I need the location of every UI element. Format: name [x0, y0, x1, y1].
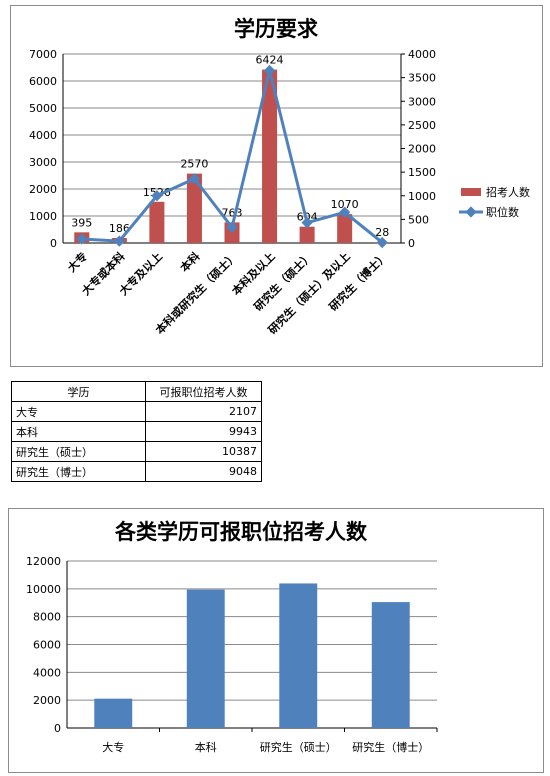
line-point: [301, 217, 313, 229]
x-tick-label: 本科: [195, 740, 217, 754]
y-tick-label: 4000: [29, 129, 57, 142]
y-tick-label: 0: [50, 237, 57, 250]
y-tick-label: 7000: [29, 48, 57, 61]
data-label: 6424: [256, 54, 284, 67]
applicants-by-education-chart-svg: 各类学历可报职位招考人数 0 2000 4000 6000 8000 10000 12000 大…: [26, 520, 438, 754]
data-label: 395: [71, 216, 92, 229]
applicants-by-education-chart: 各类学历可报职位招考人数 0 2000 4000 6000 8000 10000 12000 大…: [8, 508, 544, 773]
education-table: 学历 可报职位招考人数 大专 2107 本科 9943 研究生（硕士） 1038…: [11, 381, 262, 482]
y2-tick-label: 0: [408, 237, 415, 250]
table-row: 研究生（硕士） 10387: [11, 441, 262, 462]
table-cell-education: 大专: [11, 401, 146, 422]
y-tick-label: 6000: [33, 639, 61, 652]
y2-tick-label: 500: [408, 213, 429, 226]
x-tick-label: 研究生（博士）: [352, 740, 429, 754]
y2-tick-label: 2500: [408, 119, 436, 132]
table-row: 本科 9943: [11, 421, 262, 442]
data-label: 1070: [331, 198, 359, 211]
data-label: 186: [109, 222, 130, 235]
data-label: 2570: [180, 158, 208, 171]
y2-tick-label: 1000: [408, 190, 436, 203]
y-tick-label: 8000: [33, 611, 61, 624]
legend-marker: [465, 206, 477, 218]
table-cell-applicants: 9943: [145, 421, 262, 442]
bar: [299, 226, 315, 243]
y-tick-label: 6000: [29, 75, 57, 88]
table-header-row: 学历 可报职位招考人数: [11, 381, 262, 402]
table-cell-education: 研究生（博士）: [11, 461, 146, 482]
bar: [279, 583, 318, 728]
line-point: [376, 236, 388, 249]
chart-title: 各类学历可报职位招考人数: [114, 520, 368, 544]
y-tick-label: 0: [54, 722, 61, 735]
x-tick-label: 大专: [64, 249, 89, 274]
legend-swatch: [461, 188, 481, 196]
table-row: 大专 2107: [11, 401, 262, 422]
data-label: 28: [375, 226, 389, 239]
y2-tick-label: 4000: [408, 48, 436, 61]
table-header-applicants: 可报职位招考人数: [145, 381, 262, 402]
legend-label: 招考人数: [486, 185, 530, 199]
table-row: 研究生（博士） 9048: [11, 461, 262, 482]
x-tick-label: 大专: [102, 740, 124, 754]
y-tick-label: 2000: [33, 694, 61, 707]
table-cell-education: 研究生（硕士）: [11, 441, 146, 462]
table-cell-applicants: 2107: [145, 401, 262, 422]
chart-title: 学历要求: [234, 17, 318, 41]
bar: [337, 214, 353, 243]
x-tick-label: 本科: [177, 249, 202, 274]
legend-label: 职位数: [486, 205, 519, 219]
y-tick-label: 3000: [29, 156, 57, 169]
bar: [149, 201, 165, 243]
y-tick-label: 2000: [29, 183, 57, 196]
y-tick-label: 10000: [26, 583, 61, 596]
table-cell-education: 本科: [11, 421, 146, 442]
y2-tick-label: 1500: [408, 166, 436, 179]
line-point: [339, 206, 351, 218]
bar: [94, 698, 133, 728]
x-tick-label: 研究生（硕士）: [260, 740, 337, 754]
line-point: [151, 190, 163, 202]
education-requirement-chart-svg: 学历要求 0 1000 2000 3000 4000 5000 6000 7000 0 500 100…: [29, 17, 530, 337]
y2-tick-label: 3000: [408, 95, 436, 108]
table-cell-applicants: 10387: [145, 441, 262, 462]
line-point: [226, 221, 238, 234]
bar: [186, 589, 225, 728]
bar: [186, 173, 202, 243]
bar: [262, 69, 278, 243]
y-tick-label: 12000: [26, 555, 61, 568]
table-header-education: 学历: [11, 381, 146, 402]
y-tick-label: 1000: [29, 210, 57, 223]
table-cell-applicants: 9048: [145, 461, 262, 482]
y2-tick-label: 2000: [408, 143, 436, 156]
bar: [371, 602, 410, 728]
y2-tick-label: 3500: [408, 72, 436, 85]
y-tick-label: 5000: [29, 102, 57, 115]
line-point: [188, 173, 201, 185]
education-requirement-chart: 学历要求 0 1000 2000 3000 4000 5000 6000 7000 0 500 100…: [10, 5, 543, 367]
y-tick-label: 4000: [33, 666, 61, 679]
